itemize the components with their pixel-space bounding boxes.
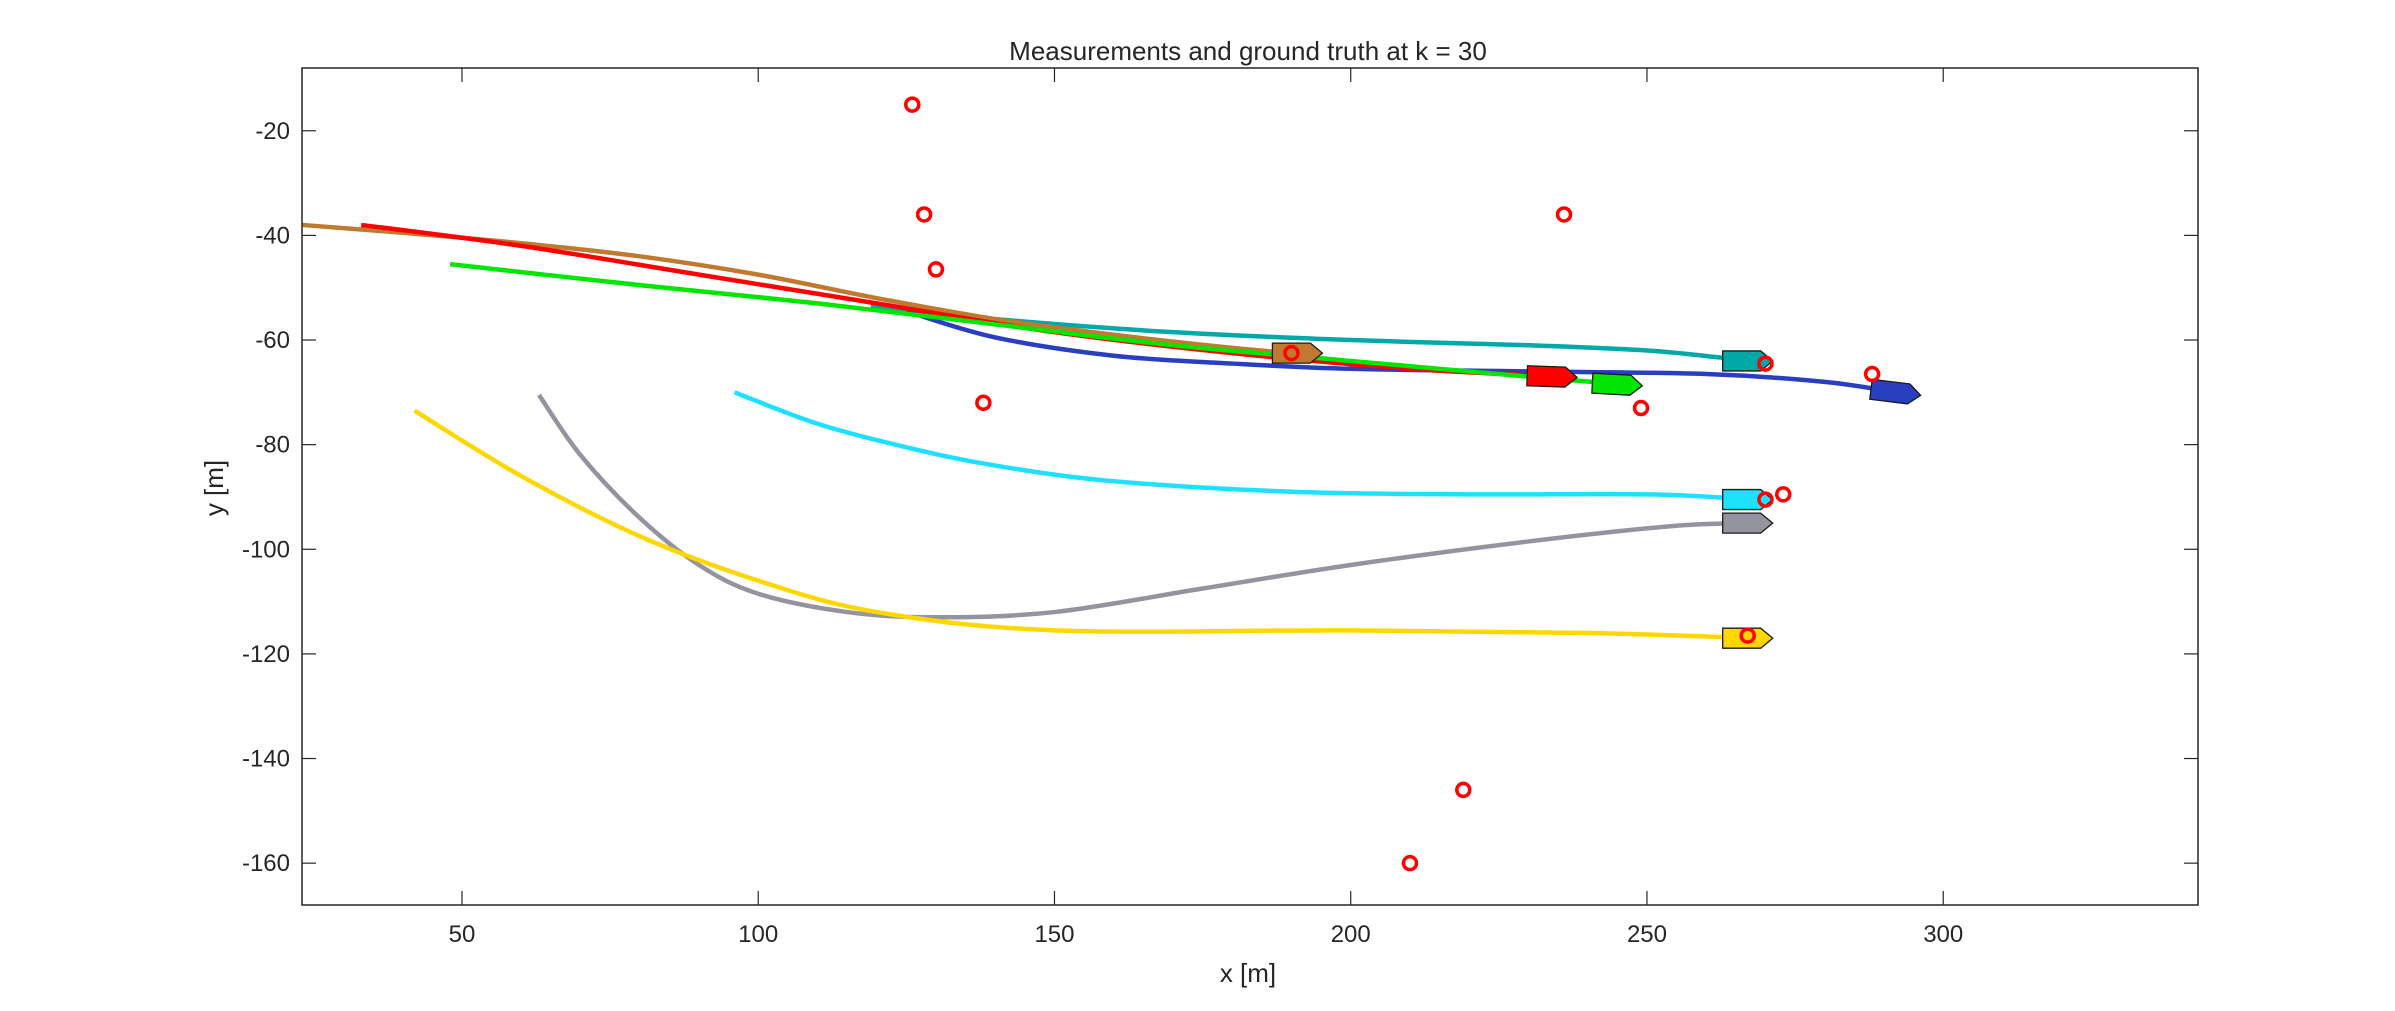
y-tick-label: -60 (255, 327, 290, 354)
target-marker-8 (1722, 627, 1774, 649)
x-tick-label: 250 (1627, 921, 1667, 948)
series-line-4 (360, 222, 1559, 379)
chart-title: Measurements and ground truth at k = 30 (1009, 36, 1487, 66)
measurement-point (1757, 491, 1774, 508)
measurement-point (1401, 854, 1419, 872)
x-axis-label: x [m] (1220, 958, 1276, 988)
target-marker-7 (1722, 512, 1774, 534)
measurement-point (915, 206, 933, 223)
axes-box (301, 67, 2199, 906)
series-line-5 (449, 261, 1624, 387)
x-tick-label: 200 (1331, 921, 1371, 948)
x-tick-label: 150 (1034, 921, 1074, 948)
measurement-point (1549, 368, 1567, 385)
x-tick-label: 50 (449, 921, 476, 948)
series-line-6 (733, 390, 1754, 502)
series-lines (301, 222, 1897, 641)
x-tick-label: 100 (738, 921, 778, 948)
y-tick-label: -40 (255, 222, 290, 249)
measurement-point (1775, 486, 1792, 503)
y-tick-label: -140 (242, 746, 290, 773)
target-marker-2 (1869, 378, 1922, 405)
series-line-7 (537, 393, 1760, 620)
series-line-2 (905, 309, 1897, 395)
measurement-point (975, 394, 992, 412)
measurement-point (1283, 344, 1300, 362)
x-tick-label: 300 (1923, 921, 1963, 948)
axes-background (302, 68, 2198, 905)
series-line-8 (413, 408, 1754, 641)
measurement-point (1632, 399, 1650, 417)
target-markers (1271, 342, 1922, 649)
target-marker-1 (1722, 350, 1774, 372)
target-marker-5 (1591, 372, 1644, 396)
measurement-point (1455, 781, 1472, 799)
measurement-markers (904, 96, 1881, 872)
tick-labels: 50 100 150 200 250 300 -160 -140 -120 -100 -80 -60 -… (242, 118, 1963, 948)
measurement-point (904, 96, 921, 113)
tick-marks (302, 68, 2198, 905)
measurement-point (1757, 355, 1774, 372)
y-tick-label: -100 (242, 536, 290, 563)
measurement-point (1555, 206, 1573, 223)
y-axis-label: y [m] (199, 460, 229, 516)
y-tick-label: -160 (242, 850, 290, 877)
y-tick-label: -80 (255, 432, 290, 459)
measurement-point (927, 261, 945, 278)
measurement-point (1863, 365, 1881, 383)
y-tick-label: -20 (255, 118, 290, 145)
y-tick-label: -120 (242, 641, 290, 668)
measurement-point (1739, 627, 1756, 644)
